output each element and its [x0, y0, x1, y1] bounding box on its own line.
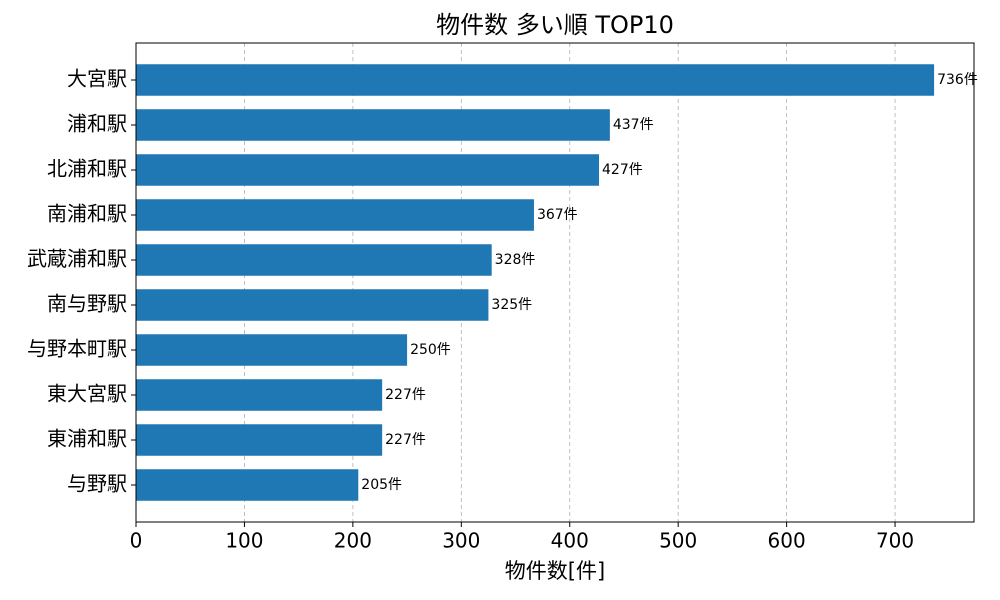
value-label: 736件	[937, 72, 978, 88]
value-label: 328件	[495, 252, 536, 268]
value-label: 367件	[537, 207, 578, 223]
y-tick-label: 与野本町駅	[27, 337, 127, 361]
bar	[136, 244, 492, 276]
bar	[136, 424, 383, 456]
bar	[136, 334, 408, 366]
value-label: 427件	[602, 162, 643, 178]
x-tick-label: 700	[876, 529, 914, 553]
x-tick-label: 400	[551, 529, 589, 553]
plot-frame	[135, 42, 975, 523]
value-label: 227件	[385, 387, 426, 403]
y-tick-label: 南浦和駅	[47, 201, 127, 225]
bar	[136, 109, 610, 141]
value-label: 437件	[613, 117, 654, 133]
bar	[136, 154, 600, 186]
x-tick-label: 200	[334, 529, 372, 553]
x-tick-label: 500	[659, 529, 697, 553]
x-tick-label: 600	[768, 529, 806, 553]
y-tick-label: 与野駅	[67, 472, 127, 496]
y-tick-label: 浦和駅	[67, 111, 127, 135]
y-tick-label: 北浦和駅	[47, 156, 127, 180]
bar	[136, 64, 935, 96]
bar	[136, 199, 534, 231]
y-tick-label: 東浦和駅	[47, 427, 127, 451]
bar	[136, 289, 489, 321]
x-tick-label: 300	[442, 529, 480, 553]
bar	[136, 379, 383, 411]
y-tick-label: 武蔵浦和駅	[27, 246, 127, 270]
y-tick-label: 大宮駅	[67, 66, 127, 90]
x-tick-label: 0	[130, 529, 143, 553]
bar	[136, 469, 359, 501]
value-label: 325件	[491, 297, 532, 313]
value-label: 250件	[410, 342, 451, 358]
value-label: 205件	[361, 477, 402, 493]
x-tick-label: 100	[225, 529, 263, 553]
y-tick-label: 南与野駅	[47, 292, 127, 316]
x-axis-label: 物件数[件]	[505, 559, 605, 583]
y-tick-label: 東大宮駅	[47, 382, 127, 406]
value-label: 227件	[385, 432, 426, 448]
chart-title: 物件数 多い順 TOP10	[436, 11, 674, 39]
